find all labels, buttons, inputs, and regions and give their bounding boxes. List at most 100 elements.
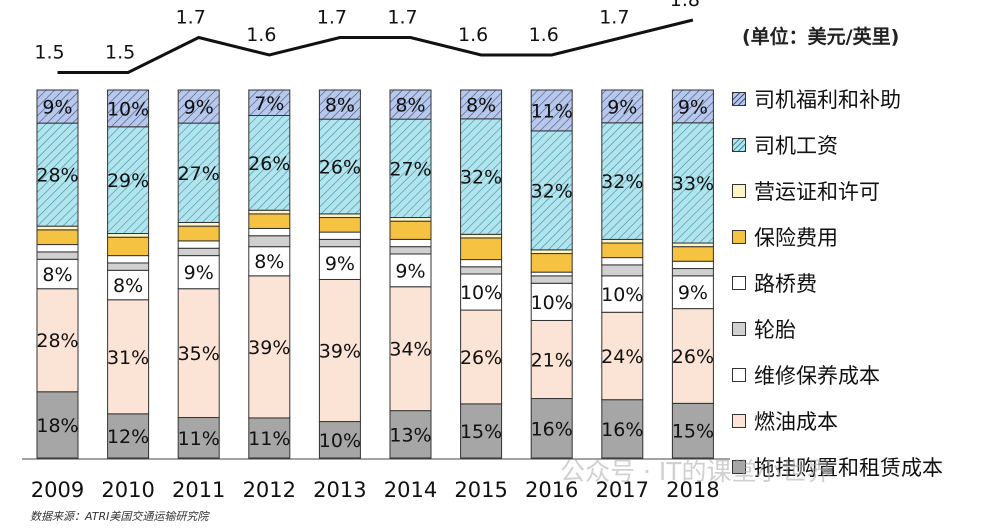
bar-segment-司机工资-2010 xyxy=(107,126,150,235)
data-label-司机工资-2011: 27% xyxy=(178,163,220,185)
bar-segment-营运证和许可-2012 xyxy=(248,209,291,215)
bar-segment-营运证和许可-2014 xyxy=(389,217,432,222)
bar-segment-维修保养成本-2013 xyxy=(318,246,361,280)
data-label-司机工资-2009: 28% xyxy=(36,165,78,187)
bar-segment-燃油成本-2013 xyxy=(318,278,361,423)
legend-item-保险费用: 保险费用 xyxy=(732,222,838,252)
bar-segment-维修保养成本-2012 xyxy=(248,246,291,277)
bar-segment-维修保养成本-2015 xyxy=(460,273,503,311)
data-label-拖挂购置和租赁成本-2010: 12% xyxy=(107,426,149,448)
line-label-2014: 1.7 xyxy=(387,7,417,29)
data-label-燃油成本-2012: 39% xyxy=(248,337,290,359)
bar-segment-维修保养成本-2010 xyxy=(107,269,150,301)
x-tick-labels: 2009 2010 2011 2012 2013 2014 2015 2016 2017 2018 xyxy=(31,478,720,502)
x-tick-label-2010: 2010 xyxy=(101,478,154,502)
x-tick-label-2017: 2017 xyxy=(596,478,649,502)
data-label-司机工资-2014: 27% xyxy=(389,158,431,180)
cost-per-mile-line: 1.5 1.5 1.7 1.6 1.7 1.7 1.6 1.6 1.7 1.8 xyxy=(34,0,700,74)
data-label-维修保养成本-2017: 10% xyxy=(601,284,643,306)
bar-segment-拖挂购置和租赁成本-2009 xyxy=(36,391,79,459)
bar-segment-司机福利和补助-2011 xyxy=(177,89,220,124)
legend-label: 司机工资 xyxy=(754,134,838,158)
bar-segment-路桥费-2013 xyxy=(318,231,361,240)
bar-segment-燃油成本-2009 xyxy=(36,288,79,393)
bar-segment-司机工资-2013 xyxy=(318,118,361,215)
bar-segment-司机工资-2015 xyxy=(460,118,503,235)
x-tick-label-2009: 2009 xyxy=(31,478,84,502)
bar-segment-司机福利和补助-2010 xyxy=(107,89,150,128)
bar-segment-路桥费-2017 xyxy=(601,257,644,266)
bar-segment-保险费用-2010 xyxy=(107,236,150,257)
legend-item-路桥费: 路桥费 xyxy=(732,268,817,298)
data-label-司机工资-2010: 29% xyxy=(107,170,149,192)
data-label-维修保养成本-2015: 10% xyxy=(460,282,502,304)
bar-segment-维修保养成本-2009 xyxy=(36,258,79,290)
data-label-司机福利和补助-2012: 7% xyxy=(254,93,284,115)
bar-segment-司机工资-2018 xyxy=(671,122,714,244)
bar-segment-保险费用-2009 xyxy=(36,229,79,246)
legend-item-维修保养成本: 维修保养成本 xyxy=(732,360,880,390)
legend-label: 拖挂购置和租赁成本 xyxy=(754,456,943,480)
bar-segment-拖挂购置和租赁成本-2011 xyxy=(177,417,220,459)
legend-label: 轮胎 xyxy=(754,318,796,342)
data-label-拖挂购置和租赁成本-2011: 11% xyxy=(178,428,220,450)
legend-item-营运证和许可: 营运证和许可 xyxy=(732,176,880,206)
bar-segment-燃油成本-2012 xyxy=(248,275,291,419)
bar-segment-司机福利和补助-2013 xyxy=(318,89,361,120)
data-label-拖挂购置和租赁成本-2014: 13% xyxy=(389,424,431,446)
data-label-维修保养成本-2010: 8% xyxy=(113,275,143,297)
x-tick-label-2015: 2015 xyxy=(454,478,507,502)
bar-segment-路桥费-2012 xyxy=(248,227,291,237)
bar-segment-保险费用-2011 xyxy=(177,225,220,242)
bar-segment-轮胎-2017 xyxy=(601,264,644,277)
data-label-拖挂购置和租赁成本-2009: 18% xyxy=(36,415,78,437)
bar-segment-拖挂购置和租赁成本-2017 xyxy=(601,399,644,459)
bar-segment-司机工资-2011 xyxy=(177,122,220,223)
bar-segment-维修保养成本-2014 xyxy=(389,253,432,288)
bar-segment-轮胎-2018 xyxy=(671,268,714,277)
bar-segment-燃油成本-2011 xyxy=(177,288,220,419)
legend-label: 司机福利和补助 xyxy=(754,88,901,112)
data-label-维修保养成本-2018: 9% xyxy=(678,282,708,304)
bar-segment-营运证和许可-2016 xyxy=(530,249,573,255)
legend-label: 维修保养成本 xyxy=(754,364,880,388)
legend-swatch xyxy=(732,138,746,152)
bar-segment-营运证和许可-2015 xyxy=(460,233,503,239)
bar-segment-司机福利和补助-2009 xyxy=(36,89,79,124)
x-tick-label-2018: 2018 xyxy=(666,478,719,502)
data-label-维修保养成本-2009: 8% xyxy=(42,264,72,286)
data-label-司机福利和补助-2015: 8% xyxy=(466,94,496,116)
legend-item-拖挂购置和租赁成本: 拖挂购置和租赁成本 xyxy=(732,452,943,482)
legend-swatch xyxy=(732,230,746,244)
legend-label: 保险费用 xyxy=(754,226,838,250)
data-label-拖挂购置和租赁成本-2012: 11% xyxy=(248,428,290,450)
stacked-bars: 18% 28% 8% 28% 9% 12% 31% 8% 29% 10% 11% 35% 9% 27% 9%… xyxy=(36,89,714,459)
bar-segment-轮胎-2013 xyxy=(318,238,361,248)
data-label-燃油成本-2010: 31% xyxy=(107,347,149,369)
data-label-燃油成本-2016: 21% xyxy=(531,349,573,371)
bar-segment-拖挂购置和租赁成本-2012 xyxy=(248,417,291,459)
bar-segment-维修保养成本-2018 xyxy=(671,275,714,310)
bar-segment-营运证和许可-2010 xyxy=(107,233,150,238)
data-label-燃油成本-2011: 35% xyxy=(178,343,220,365)
data-label-司机福利和补助-2014: 8% xyxy=(395,95,425,117)
bar-segment-燃油成本-2014 xyxy=(389,286,432,412)
data-label-司机工资-2018: 33% xyxy=(672,173,714,195)
bar-segment-司机福利和补助-2014 xyxy=(389,89,432,120)
bar-segment-营运证和许可-2017 xyxy=(601,238,644,244)
bar-segment-司机工资-2009 xyxy=(36,122,79,227)
data-label-燃油成本-2017: 24% xyxy=(601,346,643,368)
bar-segment-保险费用-2013 xyxy=(318,217,361,233)
bar-segment-拖挂购置和租赁成本-2015 xyxy=(460,403,503,459)
legend-swatch xyxy=(732,184,746,198)
bar-segment-司机工资-2012 xyxy=(248,115,291,211)
bar-segment-保险费用-2018 xyxy=(671,246,714,262)
bar-segment-路桥费-2018 xyxy=(671,260,714,270)
bar-segment-司机福利和补助-2012 xyxy=(248,89,291,117)
bar-segment-轮胎-2011 xyxy=(177,247,220,257)
bar-segment-营运证和许可-2013 xyxy=(318,213,361,219)
x-tick-label-2016: 2016 xyxy=(525,478,578,502)
bar-segment-拖挂购置和租赁成本-2010 xyxy=(107,413,150,459)
bar-segment-轮胎-2010 xyxy=(107,262,150,271)
